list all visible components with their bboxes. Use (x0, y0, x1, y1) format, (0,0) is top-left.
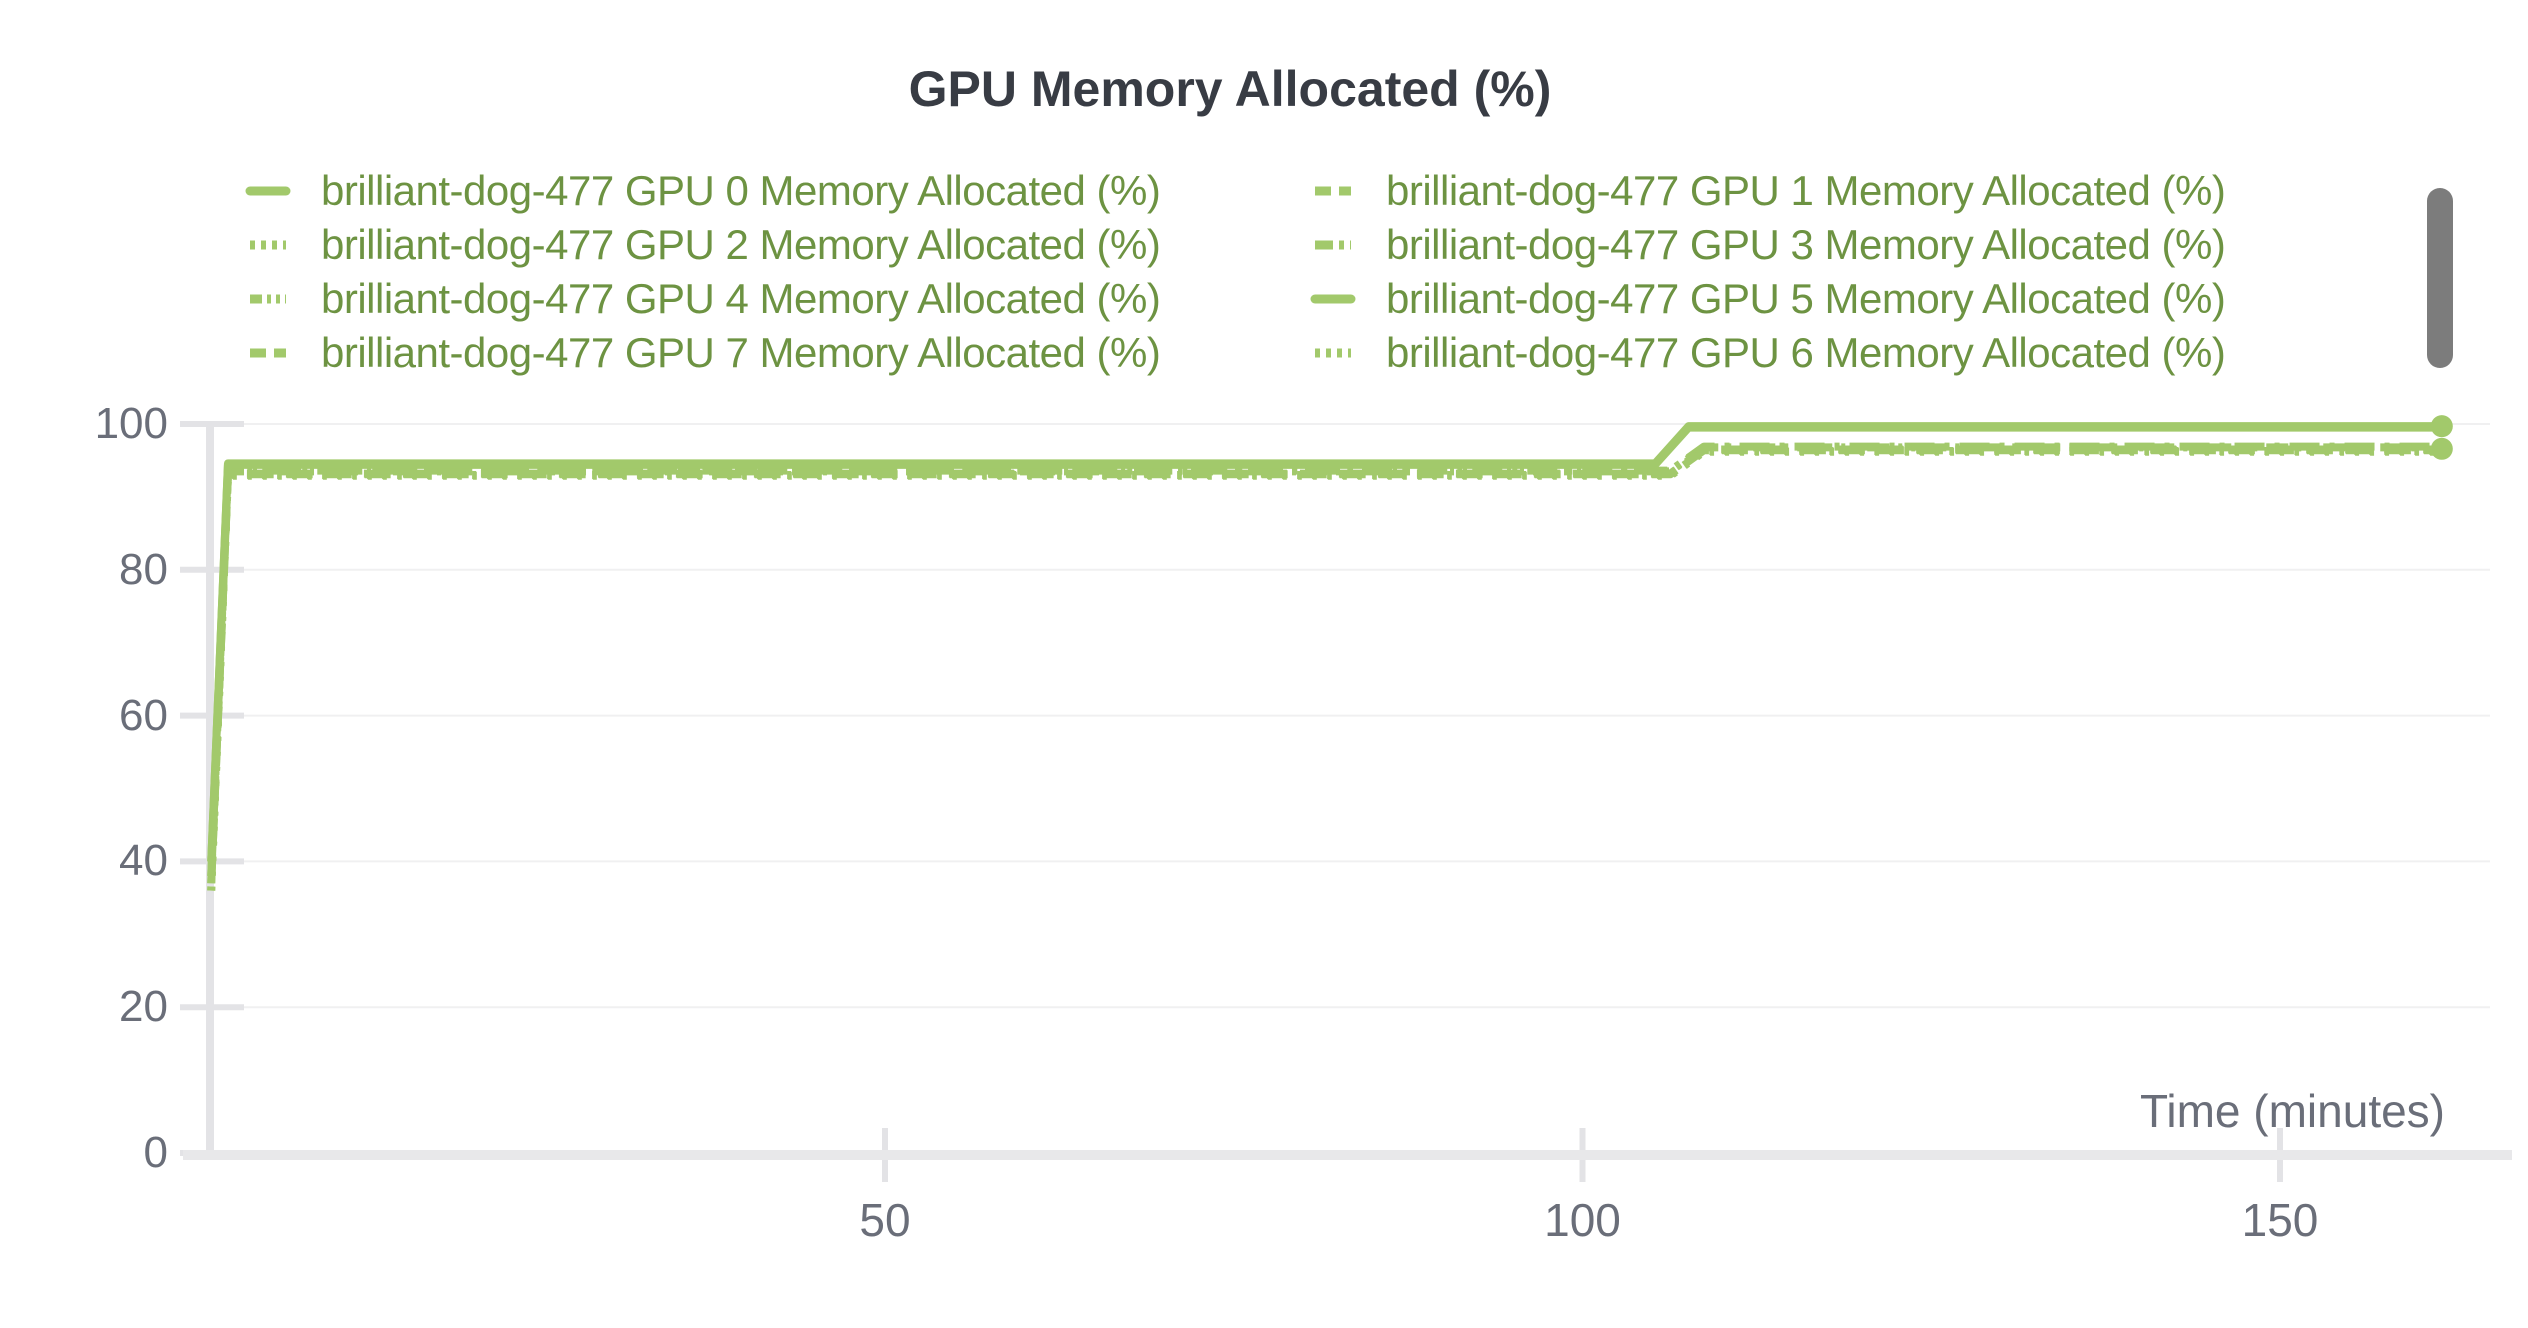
legend-item[interactable]: brilliant-dog-477 GPU 3 Memory Allocated… (1310, 221, 2375, 269)
legend-item[interactable]: brilliant-dog-477 GPU 7 Memory Allocated… (245, 329, 1310, 377)
legend-swatch-line-icon (250, 240, 286, 250)
series-end-marker[interactable] (2430, 437, 2453, 460)
legend-item-label: brilliant-dog-477 GPU 2 Memory Allocated… (321, 221, 1161, 268)
legend-swatch-line-icon (1315, 240, 1351, 250)
series-line[interactable] (207, 423, 2442, 862)
legend-item[interactable]: brilliant-dog-477 GPU 6 Memory Allocated… (1310, 329, 2375, 377)
series-end-marker[interactable] (2430, 415, 2453, 438)
y-tick-label: 100 (94, 399, 168, 448)
legend-swatch-line-icon (250, 294, 286, 304)
y-tick-label: 0 (143, 1128, 168, 1177)
x-axis-title: Time (minutes) (2140, 1085, 2445, 1137)
legend-swatch-line-icon (245, 186, 291, 196)
x-tick-label: 50 (859, 1194, 911, 1246)
legend-item-label: brilliant-dog-477 GPU 1 Memory Allocated… (1386, 167, 2226, 214)
series-line[interactable] (207, 443, 2442, 877)
legend-item-label: brilliant-dog-477 GPU 4 Memory Allocated… (321, 275, 1161, 322)
legend-swatch-line-icon (1310, 294, 1356, 304)
series-line[interactable] (207, 446, 2442, 891)
y-tick-label: 60 (119, 690, 168, 740)
legend-item-label: brilliant-dog-477 GPU 5 Memory Allocated… (1386, 275, 2226, 322)
legend-swatch-line-icon (1315, 348, 1351, 358)
legend-item-label: brilliant-dog-477 GPU 0 Memory Allocated… (321, 167, 1161, 214)
series-line[interactable] (207, 445, 2442, 884)
legend-item[interactable]: brilliant-dog-477 GPU 1 Memory Allocated… (1310, 167, 2375, 215)
legend-item-label: brilliant-dog-477 GPU 6 Memory Allocated… (1386, 329, 2226, 376)
legend-item[interactable]: brilliant-dog-477 GPU 4 Memory Allocated… (245, 275, 1310, 323)
legend-item[interactable]: brilliant-dog-477 GPU 5 Memory Allocated… (1310, 275, 2375, 323)
legend-swatch-line-icon (250, 348, 286, 358)
series-line[interactable] (207, 442, 2442, 877)
x-tick-label: 150 (2241, 1194, 2319, 1246)
y-tick-label: 40 (119, 836, 168, 886)
y-tick-label: 80 (119, 544, 168, 594)
x-tick-label: 100 (1544, 1194, 1621, 1246)
vertical-scrollbar-thumb[interactable] (2427, 188, 2453, 368)
legend-item[interactable]: brilliant-dog-477 GPU 0 Memory Allocated… (245, 167, 1310, 215)
legend-item[interactable]: brilliant-dog-477 GPU 2 Memory Allocated… (245, 221, 1310, 269)
series-line[interactable] (207, 422, 2442, 862)
legend-item-label: brilliant-dog-477 GPU 3 Memory Allocated… (1386, 221, 2226, 268)
series-line[interactable] (207, 446, 2442, 884)
y-tick-label: 20 (119, 982, 168, 1032)
legend-item-label: brilliant-dog-477 GPU 7 Memory Allocated… (321, 329, 1161, 376)
chart-title: GPU Memory Allocated (%) (908, 61, 1552, 117)
legend-swatch-line-icon (1315, 186, 1351, 196)
chart-legend: brilliant-dog-477 GPU 0 Memory Allocated… (245, 164, 2375, 380)
series-line[interactable] (207, 447, 2442, 891)
